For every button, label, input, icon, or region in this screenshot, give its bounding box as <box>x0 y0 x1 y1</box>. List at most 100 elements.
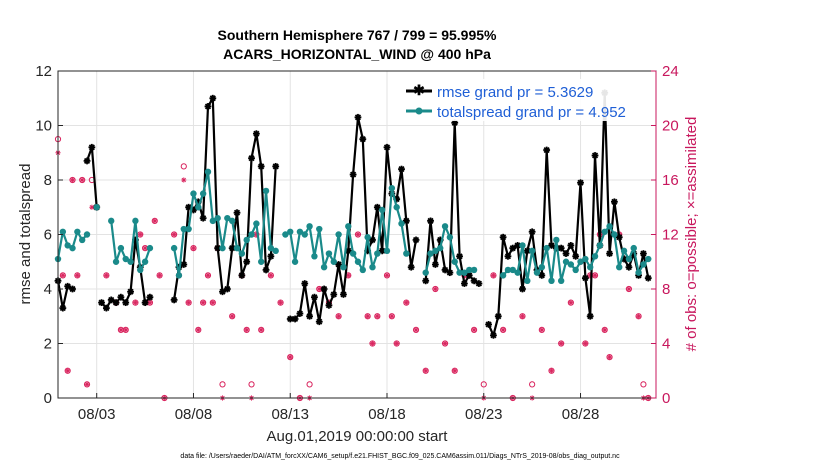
obs-assimilated-point <box>181 177 187 183</box>
data-point-stroke <box>412 236 420 244</box>
obs-assimilated-stroke <box>336 314 341 319</box>
obs-assimilated-stroke <box>142 245 148 251</box>
data-point-totalspread <box>59 228 67 235</box>
data-point-rmse <box>615 233 623 241</box>
data-point-rmse <box>83 157 91 165</box>
data-point-rmse <box>315 318 323 326</box>
obs-assimilated-stroke <box>491 273 496 278</box>
data-point-stroke <box>253 130 260 137</box>
data-point-totalspread <box>83 231 91 238</box>
x-tick-label: 08/28 <box>562 406 600 423</box>
series-line-totalspread <box>284 187 408 271</box>
data-point-rmse <box>383 143 391 151</box>
series-layer <box>54 89 652 339</box>
data-point-rmse <box>581 274 589 282</box>
data-point-totalspread <box>301 231 308 238</box>
data-point-rmse <box>349 171 357 178</box>
data-point-stroke <box>238 272 245 279</box>
x-tick-label: 08/13 <box>271 406 309 423</box>
obs-possible-point <box>529 381 536 388</box>
data-point-stroke <box>291 315 299 323</box>
data-point-stroke <box>219 288 226 295</box>
obs-assimilated-point <box>413 327 419 333</box>
data-point-rmse <box>330 291 338 298</box>
data-point-totalspread <box>335 231 342 238</box>
data-point-totalspread <box>146 244 154 252</box>
data-point-rmse <box>610 198 618 206</box>
data-point-rmse <box>494 312 502 320</box>
data-point-totalspread <box>378 206 386 214</box>
data-point-rmse <box>567 242 575 249</box>
data-point-rmse <box>504 252 512 260</box>
data-point-stroke <box>200 215 207 222</box>
data-point-stroke <box>142 299 149 306</box>
y-tick-label-left: 4 <box>44 281 52 298</box>
data-point-rmse <box>102 304 110 312</box>
obs-assimilated-point <box>374 313 380 319</box>
data-point-totalspread <box>374 250 381 257</box>
obs-assimilated-point <box>60 272 66 278</box>
obs-assimilated-stroke <box>471 327 477 333</box>
obs-assimilated-point <box>69 177 76 183</box>
data-point-rmse <box>461 280 468 287</box>
obs-assimilated-stroke <box>157 273 162 278</box>
obs-assimilated-point <box>394 340 400 347</box>
y-axis-label-left: rmse and totalspread <box>17 164 34 305</box>
obs-assimilated-stroke <box>181 177 186 183</box>
data-point-stroke <box>625 264 632 271</box>
data-point-rmse <box>378 247 386 255</box>
data-point-totalspread <box>640 261 647 268</box>
data-point-totalspread <box>543 244 550 252</box>
data-point-rmse <box>243 258 251 266</box>
legend: ✱ rmse grand pr = 5.3629 totalspread gra… <box>400 79 645 121</box>
data-point-stroke <box>69 285 76 293</box>
obs-assimilated-stroke <box>75 273 80 278</box>
data-point-totalspread <box>398 220 405 227</box>
data-point-stroke <box>558 245 565 252</box>
data-point-rmse <box>98 299 105 307</box>
data-point-totalspread <box>388 184 396 192</box>
legend-label-rmse: rmse grand pr = 5.3629 <box>437 84 593 101</box>
obs-assimilated-stroke <box>147 300 153 305</box>
data-point-totalspread <box>519 242 526 249</box>
data-point-totalspread <box>195 204 202 211</box>
obs-assimilated-point <box>452 368 458 374</box>
data-point-totalspread <box>635 269 642 276</box>
obs-assimilated-point <box>118 327 124 333</box>
obs-assimilated-point <box>205 272 211 278</box>
data-point-totalspread <box>267 244 275 252</box>
obs-assimilated-stroke <box>278 300 283 305</box>
data-point-stroke <box>408 264 415 271</box>
obs-assimilated-stroke <box>568 300 574 305</box>
data-point-rmse <box>112 299 120 307</box>
obs-assimilated-stroke <box>607 354 612 360</box>
data-point-rmse <box>209 94 217 102</box>
data-point-rmse <box>204 103 212 110</box>
data-point-totalspread <box>243 236 250 244</box>
obs-assimilated-point <box>369 340 376 347</box>
obs-assimilated-stroke <box>592 273 598 278</box>
data-point-stroke <box>272 163 279 170</box>
obs-assimilated-stroke <box>442 341 448 346</box>
data-point-rmse <box>402 217 410 225</box>
obs-possible-point <box>306 381 313 388</box>
data-point-totalspread <box>185 225 192 233</box>
data-point-rmse <box>369 236 376 244</box>
data-point-totalspread <box>369 264 376 271</box>
data-point-rmse <box>262 266 270 274</box>
data-point-rmse <box>412 236 420 244</box>
obs-assimilated-point <box>592 272 598 278</box>
data-point-rmse <box>291 315 299 323</box>
data-point-totalspread <box>601 228 608 235</box>
data-point-rmse <box>470 277 478 285</box>
obs-assimilated-point <box>123 327 129 333</box>
data-point-rmse <box>301 280 309 287</box>
data-point-rmse <box>311 293 318 301</box>
data-point-stroke <box>248 155 255 162</box>
obs-assimilated-stroke <box>118 327 124 333</box>
data-point-totalspread <box>538 264 546 271</box>
y-tick-label-right: 16 <box>662 172 679 189</box>
obs-assimilated-point <box>287 354 293 360</box>
data-point-rmse <box>441 266 449 274</box>
y-tick-label-left: 12 <box>35 63 52 80</box>
